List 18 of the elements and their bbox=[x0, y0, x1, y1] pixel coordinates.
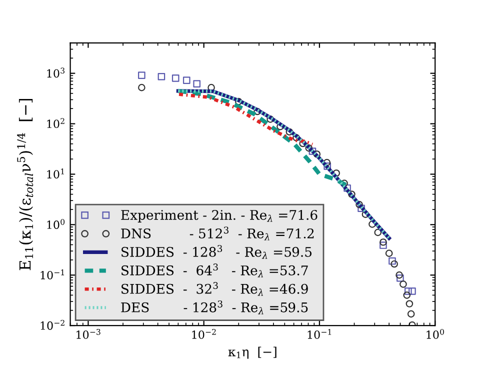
legend-label: DNS - 512$^{3}$ - Re$_{λ}$ =71.2 bbox=[121, 226, 314, 240]
text: SIDDES - 32$^{3}$ - Re$_{λ}$ =46.9 bbox=[122, 282, 308, 296]
y-tick-label: 10$^{0}$ bbox=[47, 218, 65, 229]
x-tick-label: 10$^{−3}$ bbox=[76, 328, 100, 339]
y-tick-label: 10$^{3}$ bbox=[47, 68, 64, 78]
x-tick-label: 10$^{−2}$ bbox=[192, 328, 216, 339]
x-tick-label: 10$^{−1}$ bbox=[308, 328, 332, 339]
legend-label: DES - 128$^{3}$ - Re$_{λ}$ =59.5 bbox=[121, 300, 308, 314]
text: E$_{11}$(κ$_{1}$)/(ε$_{total}$ν$^{5}$)$^{1/4}$ [−] bbox=[17, 98, 34, 270]
y-tick-label: 10$^{2}$ bbox=[47, 118, 64, 128]
x-tick-label: 10$^{0}$ bbox=[426, 328, 444, 339]
text: SIDDES - 128$^{3}$ - Re$_{λ}$ =59.5 bbox=[122, 245, 312, 259]
y-tick-label: 10$^{−2}$ bbox=[40, 320, 64, 330]
y-tick-label: 10$^{−1}$ bbox=[40, 269, 64, 280]
text: SIDDES - 64$^{3}$ - Re$_{λ}$ =53.7 bbox=[122, 264, 308, 278]
x-axis-title: κ$_{1}$η [−] bbox=[228, 346, 276, 359]
legend-label: Experiment - 2in. - Re$_{λ}$ =71.6 bbox=[121, 210, 318, 222]
y-tick-label: 10$^{1}$ bbox=[47, 168, 64, 178]
